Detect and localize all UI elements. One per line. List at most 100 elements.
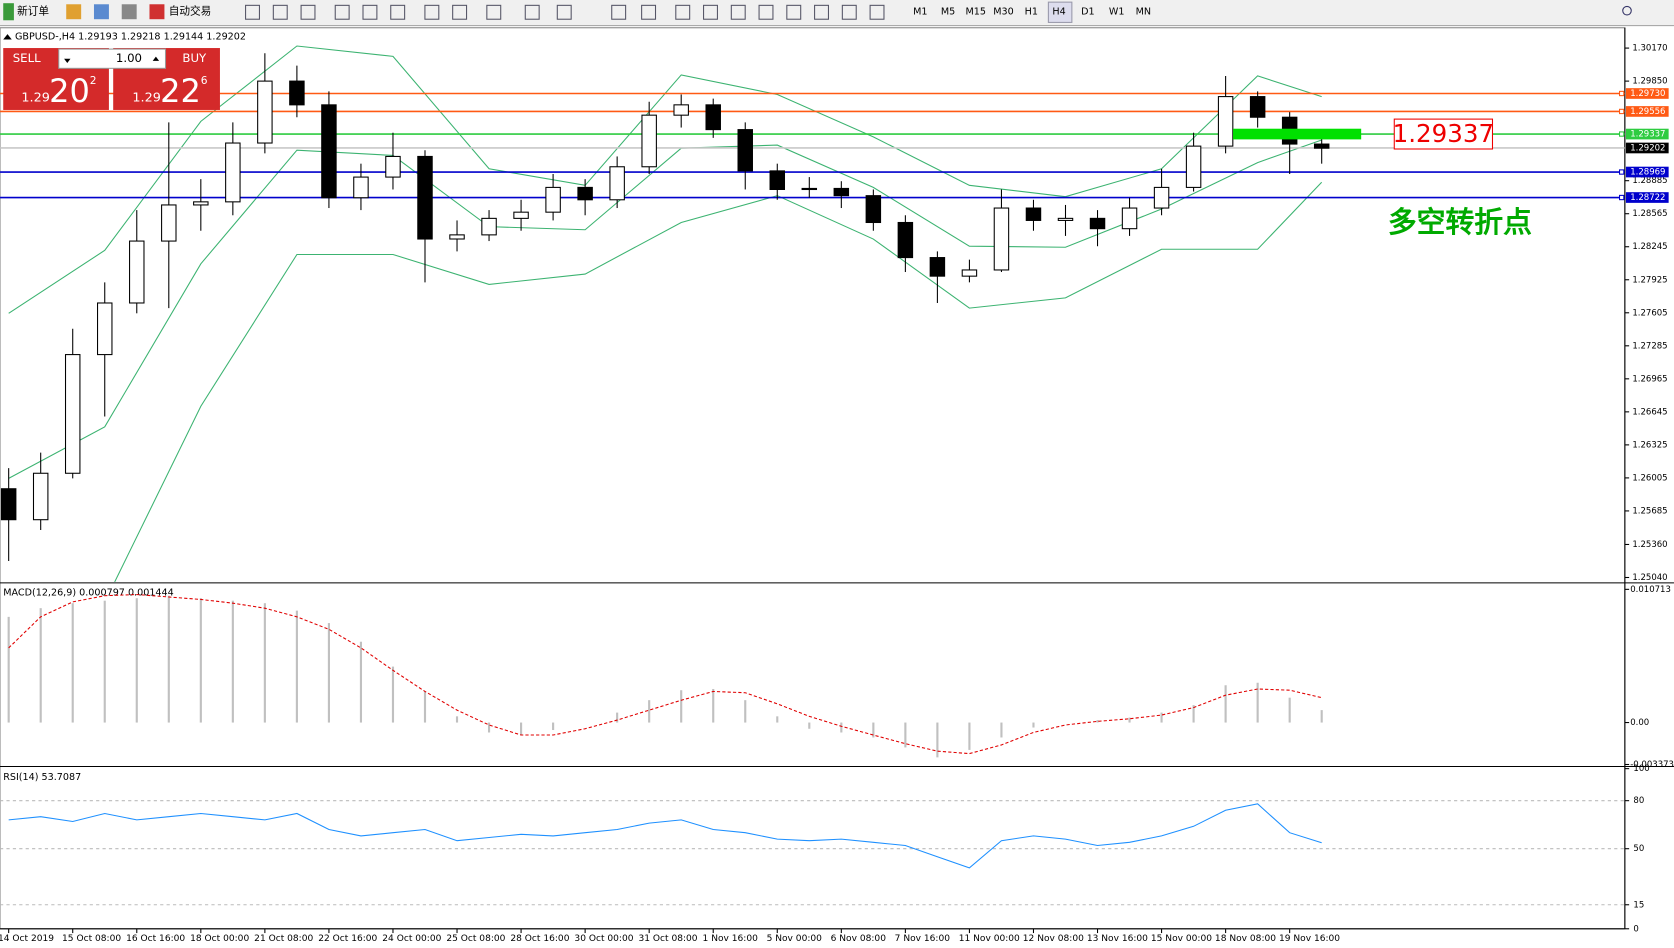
rsi-plot bbox=[0, 800, 1625, 906]
toolbar-icon[interactable] bbox=[730, 4, 746, 20]
y-tick-label: 1.26325 bbox=[1632, 440, 1667, 450]
macd-bar bbox=[487, 722, 491, 733]
macd-bar bbox=[1320, 710, 1323, 723]
macd-bar bbox=[744, 700, 747, 723]
pivot-zone bbox=[1233, 128, 1362, 140]
timeframe-button[interactable]: H1 bbox=[1025, 7, 1038, 18]
toolbar-icon[interactable] bbox=[524, 4, 540, 20]
macd-signal bbox=[8, 593, 1322, 755]
toolbar-icon[interactable] bbox=[675, 4, 691, 20]
toolbar-icon[interactable] bbox=[245, 4, 260, 20]
timeframes: M1 M5 M15 M30 H1 H4 D1 W1 MN bbox=[913, 1, 1632, 23]
macd-bar bbox=[39, 608, 42, 723]
timeframe-button[interactable]: M30 bbox=[993, 7, 1014, 18]
toolbar-icon[interactable] bbox=[814, 4, 829, 20]
toolbar-icon[interactable] bbox=[362, 4, 378, 20]
y-tick-label: 1.26645 bbox=[1632, 407, 1667, 417]
candle-body bbox=[1121, 207, 1138, 230]
x-tick-label: 28 Oct 16:00 bbox=[510, 934, 569, 944]
price-label-box bbox=[1625, 88, 1669, 99]
lots-value[interactable]: 1.00 bbox=[116, 51, 142, 65]
tool-icon[interactable] bbox=[121, 4, 137, 20]
macd-bar bbox=[1288, 697, 1291, 723]
price-label-box bbox=[1625, 142, 1669, 154]
candle-body bbox=[1185, 145, 1202, 188]
candle-body bbox=[481, 217, 497, 236]
toolbar-icon[interactable] bbox=[641, 4, 657, 20]
x-tick-label: 7 Nov 16:00 bbox=[895, 934, 951, 944]
toolbar-icon[interactable] bbox=[841, 4, 857, 20]
tool-icon[interactable] bbox=[66, 4, 82, 20]
collapse-icon[interactable] bbox=[3, 34, 12, 40]
search-icon[interactable] bbox=[1622, 5, 1632, 16]
candle-body bbox=[385, 155, 401, 178]
candle-body bbox=[897, 221, 914, 259]
toolbar-icon[interactable] bbox=[390, 4, 406, 20]
macd-bar bbox=[648, 700, 651, 723]
y-tick-label: 1.28245 bbox=[1632, 242, 1667, 252]
price-label: 1.29337 bbox=[1630, 130, 1665, 140]
toolbar-icon[interactable] bbox=[786, 4, 802, 20]
active-timeframe bbox=[1047, 1, 1073, 23]
candle-body bbox=[993, 207, 1010, 271]
new-order-icon[interactable] bbox=[3, 3, 14, 21]
timeframe-button[interactable]: D1 bbox=[1081, 7, 1095, 18]
candle-body bbox=[417, 155, 433, 240]
macd-bar bbox=[1224, 685, 1227, 723]
candle-body bbox=[641, 114, 657, 168]
auto-trading-button[interactable]: 自动交易 bbox=[169, 5, 212, 18]
candle-body bbox=[32, 472, 49, 521]
buy-button[interactable]: BUY bbox=[182, 51, 207, 65]
timeframe-button[interactable]: M1 bbox=[913, 7, 927, 18]
new-order-button[interactable]: 新订单 bbox=[17, 5, 49, 18]
candle-body bbox=[321, 104, 337, 199]
timeframe-button[interactable]: MN bbox=[1136, 7, 1151, 18]
price-label-box bbox=[1625, 106, 1669, 117]
toolbar-icon[interactable] bbox=[869, 4, 885, 20]
rsi-line bbox=[8, 803, 1322, 869]
macd-bar bbox=[7, 616, 10, 723]
macd-bar bbox=[712, 688, 715, 723]
macd-bar bbox=[616, 712, 619, 723]
x-tick-label: 18 Oct 00:00 bbox=[190, 934, 249, 944]
toolbar-icons bbox=[245, 4, 885, 20]
lots-box[interactable] bbox=[58, 48, 167, 69]
candle-body bbox=[801, 187, 818, 191]
macd-bar bbox=[520, 722, 523, 735]
price-label: 1.28722 bbox=[1630, 193, 1665, 203]
toolbar-icon[interactable] bbox=[424, 4, 440, 20]
toolbar-icon[interactable] bbox=[486, 4, 502, 20]
timeframe-button[interactable]: H4 bbox=[1052, 7, 1065, 18]
candle-body bbox=[1153, 186, 1170, 209]
toolbar-icon[interactable] bbox=[272, 4, 288, 20]
tool-icon[interactable] bbox=[93, 4, 109, 20]
toolbar-icon[interactable] bbox=[556, 4, 572, 20]
toolbar-icon[interactable] bbox=[334, 4, 350, 20]
candle-body bbox=[129, 240, 145, 304]
macd-bar bbox=[904, 722, 907, 748]
toolbar-icon[interactable] bbox=[300, 4, 316, 20]
macd-bar bbox=[423, 691, 427, 723]
buy-price-big: 1.29 bbox=[132, 91, 161, 106]
pivot-label: 1.29337 bbox=[1393, 119, 1495, 148]
sell-button[interactable]: SELL bbox=[13, 51, 41, 65]
candle-body bbox=[961, 269, 978, 277]
toolbar-icon[interactable] bbox=[758, 4, 774, 20]
y-tick-label: -0.003373 bbox=[1630, 760, 1674, 770]
pivot-label-box bbox=[1393, 118, 1494, 150]
candle-body bbox=[513, 211, 529, 219]
timeframe-button[interactable]: M15 bbox=[966, 7, 986, 18]
candle-body bbox=[1089, 217, 1106, 230]
timeframe-button[interactable]: W1 bbox=[1109, 7, 1125, 18]
timeframe-button[interactable]: M5 bbox=[941, 7, 955, 18]
auto-trading-icon[interactable] bbox=[149, 4, 165, 20]
y-tick-label: 0.010713 bbox=[1630, 585, 1671, 595]
candle-body bbox=[1217, 96, 1234, 147]
toolbar-icon[interactable] bbox=[703, 4, 718, 20]
macd-title: MACD(12,26,9) 0.000797 0.001444 bbox=[3, 588, 174, 599]
toolbar-icon[interactable] bbox=[452, 4, 468, 20]
y-tick-label: 1.25040 bbox=[1632, 573, 1667, 583]
toolbar-icon[interactable] bbox=[611, 4, 627, 20]
x-tick-label: 5 Nov 00:00 bbox=[767, 934, 823, 944]
macd-bar bbox=[840, 722, 843, 733]
